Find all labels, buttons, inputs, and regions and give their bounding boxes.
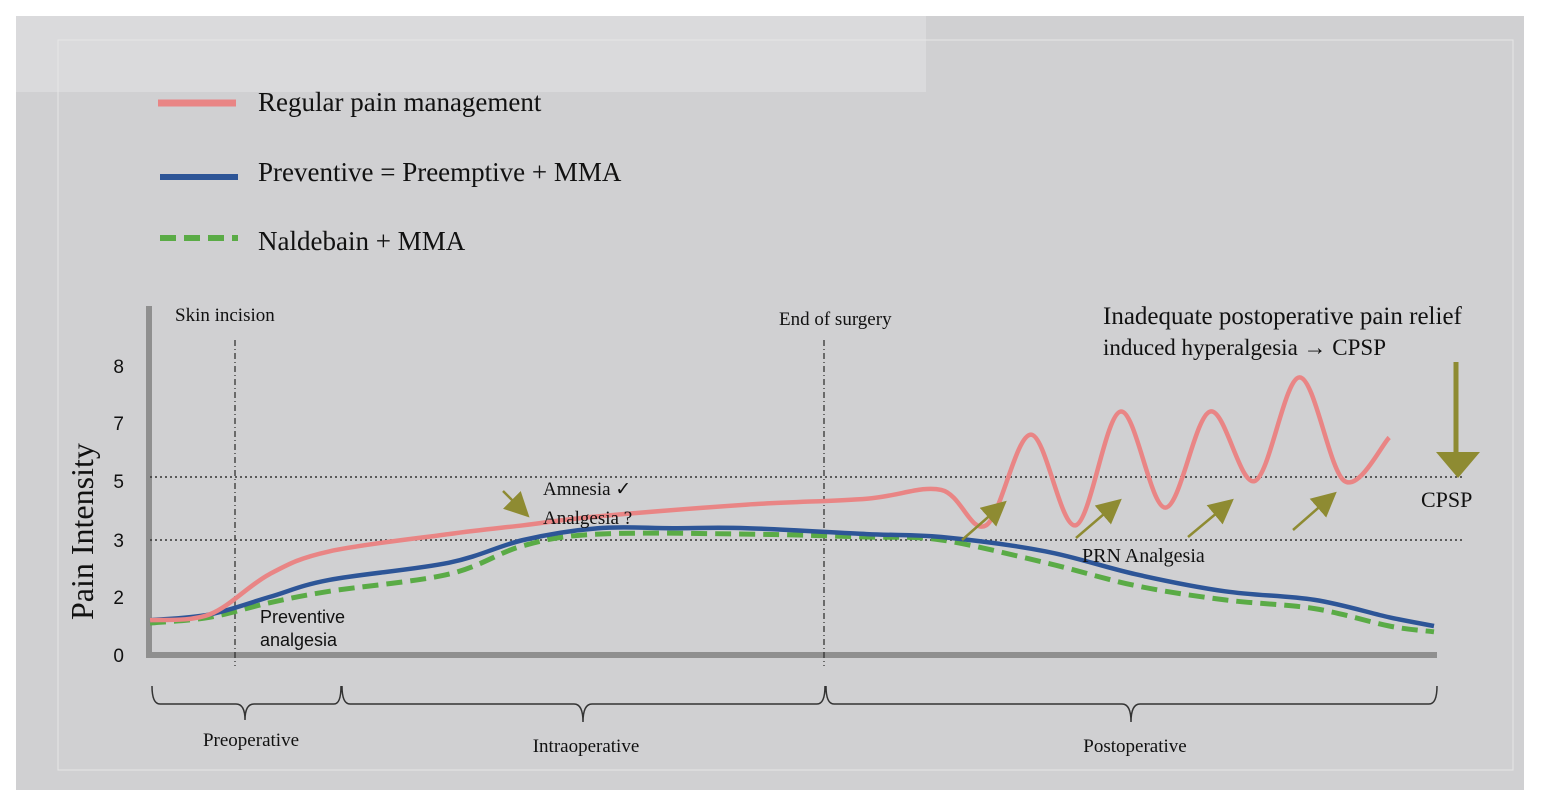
cpsp-arrow-icon: [1436, 452, 1480, 478]
series-line-naldebain: [149, 530, 1435, 635]
y-tick-label: 8: [113, 357, 124, 378]
legend: Regular pain management Preventive = Pre…: [158, 87, 622, 256]
legend-label-naldebain: Naldebain + MMA: [258, 226, 466, 256]
legend-highlight: [16, 16, 926, 92]
phase-label-postoperative: Postoperative: [1083, 736, 1186, 757]
preventive-analgesia-line1: Preventive: [260, 607, 345, 627]
phase-label-intraoperative: Intraoperative: [533, 736, 640, 757]
legend-label-preventive: Preventive = Preemptive + MMA: [258, 157, 622, 187]
inner-frame: [57, 39, 1514, 771]
inadequate-relief-line1: Inadequate postoperative pain relief: [1103, 303, 1463, 330]
y-tick-label: 2: [113, 588, 124, 609]
legend-label-regular: Regular pain management: [258, 87, 542, 117]
amnesia-label: Amnesia ✓: [543, 479, 631, 500]
prn-arrow-icon: [1187, 498, 1234, 538]
phase-brackets: [151, 685, 1438, 723]
y-tick-label: 0: [113, 646, 124, 667]
bracket-intraoperative: [341, 685, 826, 723]
analgesia-question-label: Analgesia ?: [543, 508, 632, 529]
series-line-preventive: [149, 525, 1435, 629]
prn-arrow-icon: [1075, 498, 1122, 539]
prn-arrow-icon: [961, 500, 1007, 541]
y-tick-label: 3: [113, 531, 124, 552]
bracket-preoperative: [151, 685, 342, 721]
cpsp-label: CPSP: [1421, 487, 1472, 512]
amnesia-arrow-icon: [502, 490, 530, 518]
skin-incision-label: Skin incision: [175, 305, 275, 326]
preventive-analgesia-line2: analgesia: [260, 630, 338, 650]
figure-background: [16, 16, 1524, 790]
bracket-postoperative: [825, 685, 1438, 723]
y-tick-label: 5: [113, 472, 124, 493]
prn-arrow-icon: [1292, 491, 1337, 531]
phase-label-preoperative: Preoperative: [203, 730, 299, 751]
y-ticks: 0 2 3 5 7 8: [113, 357, 152, 667]
y-tick-label: 7: [113, 414, 124, 435]
y-axis-label: Pain Intensity: [64, 443, 100, 620]
prn-analgesia-label: PRN Analgesia: [1082, 545, 1205, 567]
inadequate-relief-line2: induced hyperalgesia → CPSP: [1103, 335, 1386, 360]
prn-arrows: [961, 491, 1337, 541]
end-of-surgery-label: End of surgery: [779, 309, 892, 330]
